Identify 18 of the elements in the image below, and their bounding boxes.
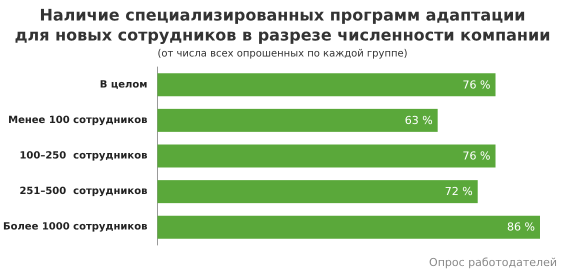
- data-label: 76 %: [462, 150, 491, 162]
- bar: [157, 73, 496, 96]
- y-tick-label: Менее 100 сотрудников: [8, 114, 148, 126]
- text: Опрос работодателей: [429, 256, 558, 269]
- data-label: 86 %: [507, 220, 535, 234]
- data-label: 76 %: [462, 78, 491, 92]
- y-tick-label: 251–500 сотрудников: [19, 186, 148, 198]
- y-tick-label: Более 1000 сотрудников: [2, 222, 148, 233]
- y-tick-label: 100–250 сотрудников: [19, 150, 148, 162]
- bar: [157, 144, 496, 168]
- data-label: 63 %: [404, 114, 433, 127]
- bar: [157, 216, 540, 239]
- bar: [157, 180, 478, 204]
- y-tick-label: В целом: [100, 79, 148, 90]
- chart-subtitle: (от числа всех опрошенных по каждой группе): [157, 48, 408, 60]
- data-label: 72 %: [444, 185, 473, 198]
- bar: [157, 108, 438, 132]
- chart-title: Наличие специализированных программ адаптации для новых сотрудников в разрезе численности компании: [14, 6, 550, 44]
